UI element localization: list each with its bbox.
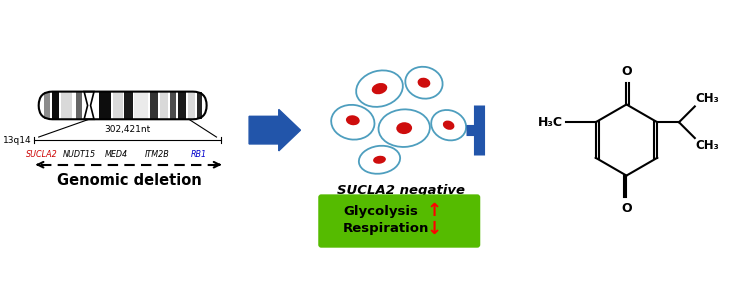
Text: ↓: ↓ xyxy=(426,220,442,238)
Text: Respiration: Respiration xyxy=(343,222,430,235)
Ellipse shape xyxy=(331,105,374,140)
Bar xyxy=(52,92,59,119)
Ellipse shape xyxy=(396,122,412,134)
Ellipse shape xyxy=(372,83,387,94)
Text: CH₃: CH₃ xyxy=(696,139,720,152)
Text: SUCLA2: SUCLA2 xyxy=(26,150,57,159)
Text: MED4: MED4 xyxy=(105,150,128,159)
Ellipse shape xyxy=(373,156,386,164)
Bar xyxy=(125,92,133,119)
Bar xyxy=(60,92,72,119)
Ellipse shape xyxy=(431,110,466,140)
Bar xyxy=(134,92,148,119)
Text: ITM2B: ITM2B xyxy=(145,150,169,159)
Bar xyxy=(113,92,122,119)
Text: H₃C: H₃C xyxy=(538,116,563,129)
Ellipse shape xyxy=(346,115,360,125)
Text: Glycolysis: Glycolysis xyxy=(343,205,418,218)
Text: CH₃: CH₃ xyxy=(696,92,720,105)
Text: SUCLA2 negative: SUCLA2 negative xyxy=(337,184,466,197)
Ellipse shape xyxy=(378,109,430,147)
Ellipse shape xyxy=(356,70,403,107)
Bar xyxy=(75,92,82,119)
Text: NUDT15: NUDT15 xyxy=(63,150,95,159)
Ellipse shape xyxy=(418,78,430,88)
Text: O: O xyxy=(621,65,632,78)
Ellipse shape xyxy=(443,120,454,130)
Bar xyxy=(196,92,201,119)
Text: O: O xyxy=(621,202,632,215)
Bar xyxy=(149,92,158,119)
Bar xyxy=(99,92,111,119)
FancyArrow shape xyxy=(249,109,301,151)
Text: RB1: RB1 xyxy=(191,150,207,159)
Polygon shape xyxy=(84,92,94,119)
Text: ↑: ↑ xyxy=(426,202,442,220)
Text: 302,421nt: 302,421nt xyxy=(104,125,151,134)
FancyBboxPatch shape xyxy=(319,194,480,248)
Ellipse shape xyxy=(405,67,442,99)
FancyBboxPatch shape xyxy=(39,92,207,119)
Bar xyxy=(188,92,195,119)
Bar xyxy=(178,92,186,119)
Bar xyxy=(160,92,168,119)
Text: 13q14: 13q14 xyxy=(3,136,32,144)
Bar xyxy=(169,92,176,119)
Text: Genomic deletion: Genomic deletion xyxy=(57,173,202,188)
Bar xyxy=(44,92,51,119)
Ellipse shape xyxy=(359,146,400,174)
